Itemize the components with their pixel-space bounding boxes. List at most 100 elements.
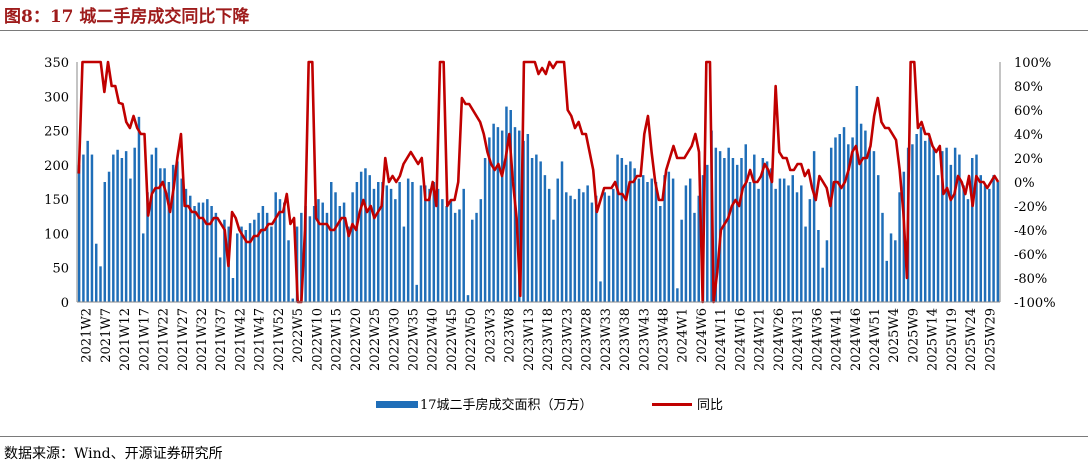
bar-9 <box>116 149 119 302</box>
bar-24 <box>180 178 183 302</box>
bar-15 <box>141 233 145 302</box>
bar-81 <box>424 185 427 302</box>
bar-44 <box>265 212 269 302</box>
bar-13 <box>133 147 136 302</box>
bar-90 <box>462 188 465 302</box>
bar-165 <box>782 178 786 302</box>
bar-23 <box>176 161 179 302</box>
bar-179 <box>842 127 846 302</box>
x-tick-label: 2023W3 <box>483 308 498 363</box>
bar-108 <box>539 161 542 302</box>
bar-60 <box>334 192 337 302</box>
bar-69 <box>372 188 376 302</box>
bar-11 <box>124 151 128 302</box>
bar-129 <box>629 161 632 302</box>
legend-bar-label: 17城二手房成交面积（万方） <box>420 397 593 413</box>
bar-88 <box>453 212 457 302</box>
bar-111 <box>552 219 555 302</box>
x-tick-label: 2024W21 <box>753 308 768 371</box>
x-tick-label: 2024W51 <box>868 308 883 371</box>
bar-174 <box>821 267 824 302</box>
title-rule <box>0 30 1088 31</box>
bar-70 <box>377 182 380 302</box>
x-tick-label: 2023W38 <box>618 308 633 371</box>
bar-119 <box>586 185 589 302</box>
bar-20 <box>163 168 166 302</box>
bar-185 <box>868 147 871 302</box>
bar-53 <box>304 206 307 302</box>
x-tick-label: 2023W43 <box>637 308 652 371</box>
bar-200 <box>932 147 936 302</box>
x-tick-label: 2024W16 <box>733 308 748 371</box>
bar-22 <box>171 164 175 302</box>
bar-68 <box>368 175 371 302</box>
x-tick-label: 2022W40 <box>426 308 441 371</box>
y-left-tick-label: 350 <box>44 56 69 71</box>
bar-67 <box>364 168 367 302</box>
y-left-tick-label: 0 <box>61 296 69 311</box>
bar-66 <box>359 171 363 302</box>
x-tick-label: 2021W22 <box>157 308 172 371</box>
y-left-tick-label: 250 <box>44 125 69 140</box>
bar-112 <box>556 178 559 302</box>
bar-131 <box>637 178 641 302</box>
bar-140 <box>676 288 679 302</box>
x-tick-label: 2022W30 <box>387 308 402 371</box>
y-right-tick-label: 60% <box>1014 104 1043 119</box>
bar-180 <box>847 144 850 302</box>
bar-154 <box>735 164 739 302</box>
axes <box>76 62 1001 303</box>
bar-190 <box>889 233 893 302</box>
y-right-tick-label: -60% <box>1014 248 1047 263</box>
bar-211 <box>979 175 983 302</box>
bar-54 <box>308 216 312 302</box>
x-tick-label: 2024W6 <box>695 308 710 363</box>
bar-8 <box>112 154 115 302</box>
bar-65 <box>355 182 359 302</box>
bar-120 <box>590 202 594 302</box>
bar-169 <box>800 185 803 302</box>
bar-61 <box>338 206 342 302</box>
bar-73 <box>389 188 393 302</box>
bar-195 <box>911 144 914 302</box>
bar-105 <box>526 134 530 302</box>
bar-170 <box>804 226 807 302</box>
y-right-tick-label: 20% <box>1014 152 1043 167</box>
bar-82 <box>428 188 431 302</box>
bar-14 <box>137 116 141 302</box>
bar-98 <box>496 127 500 302</box>
bar-4 <box>94 243 98 302</box>
bar-191 <box>894 240 897 302</box>
y-right-tick-label: 40% <box>1014 128 1043 143</box>
bar-46 <box>274 192 277 302</box>
bar-136 <box>659 206 662 302</box>
x-tick-label: 2021W17 <box>137 308 152 371</box>
bar-93 <box>475 212 478 302</box>
bar-92 <box>471 219 474 302</box>
x-tick-label: 2025W9 <box>906 308 921 363</box>
bar-132 <box>641 175 645 302</box>
bar-215 <box>996 182 1000 302</box>
bar-7 <box>107 171 111 302</box>
bar-176 <box>829 147 833 302</box>
bar-178 <box>838 134 841 302</box>
bar-31 <box>210 206 213 302</box>
bar-76 <box>402 226 406 302</box>
bar-159 <box>757 188 760 302</box>
bar-161 <box>765 161 769 302</box>
x-tick-label: 2024W1 <box>676 308 691 363</box>
x-tick-label: 2023W28 <box>580 308 595 371</box>
x-tick-label: 2024W31 <box>791 308 806 371</box>
bar-184 <box>864 130 867 302</box>
bar-141 <box>680 219 683 302</box>
bar-97 <box>492 123 495 303</box>
x-tick-label: 2021W27 <box>176 308 191 371</box>
y-right-tick-label: 100% <box>1014 56 1051 71</box>
bar-32 <box>214 212 218 302</box>
bar-139 <box>671 178 675 302</box>
bar-75 <box>398 182 401 302</box>
bar-5 <box>99 266 102 302</box>
bar-197 <box>919 127 923 302</box>
bar-96 <box>488 137 491 302</box>
bar-41 <box>253 219 256 302</box>
